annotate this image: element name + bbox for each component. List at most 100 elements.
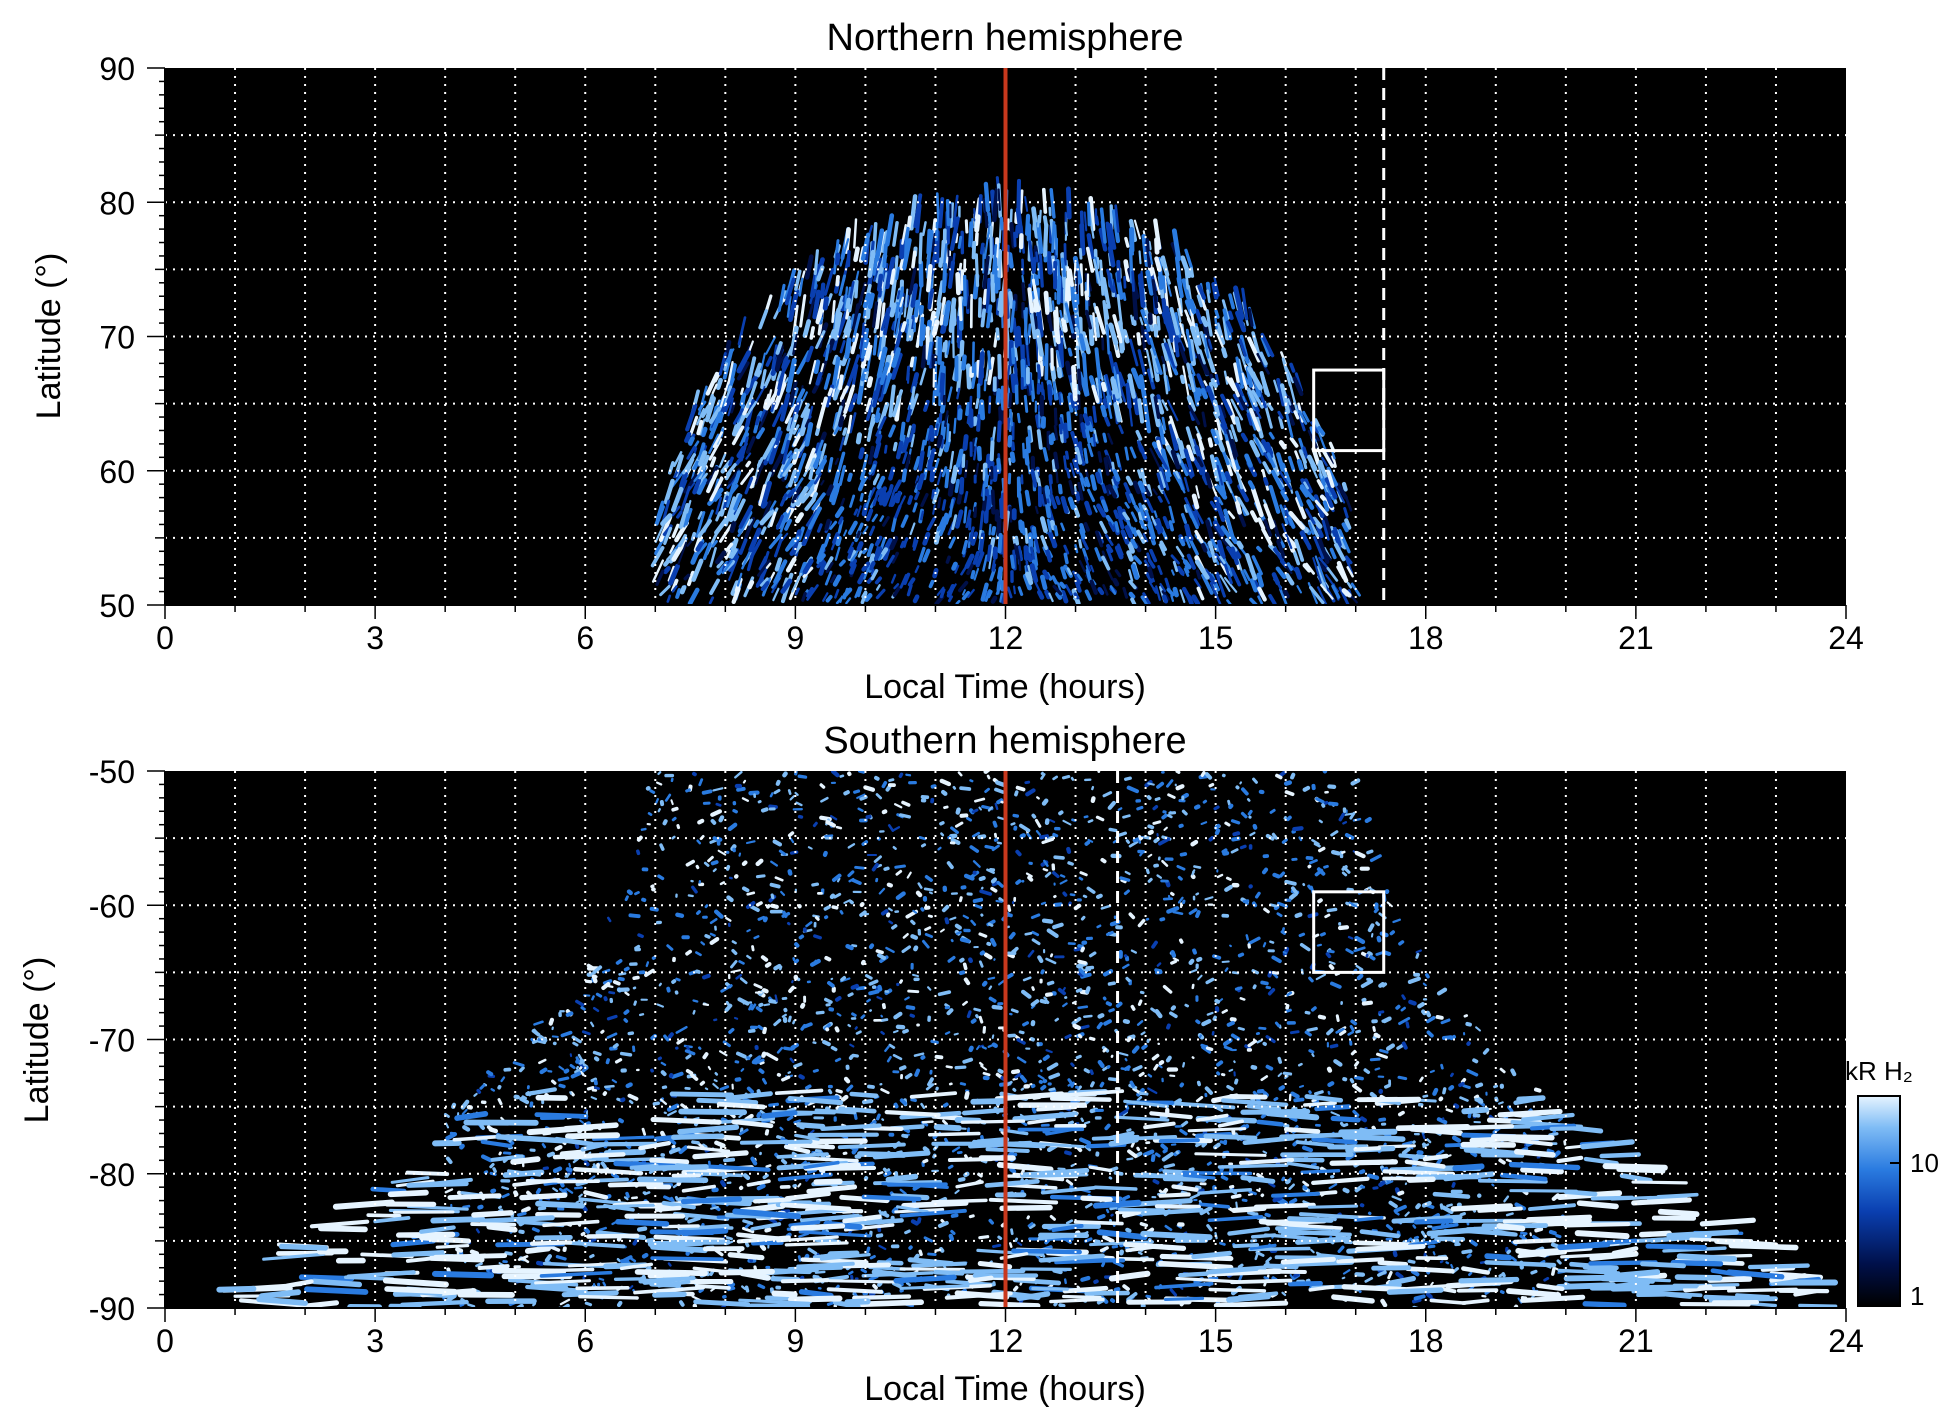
emission-streak — [651, 791, 654, 793]
emission-streak — [988, 456, 989, 466]
emission-streak — [1028, 359, 1029, 365]
emission-streak — [1215, 1145, 1219, 1148]
emission-streak — [747, 1287, 748, 1291]
emission-streak — [1013, 376, 1014, 391]
emission-streak — [1142, 272, 1143, 287]
emission-streak — [1012, 454, 1013, 461]
emission-streak — [636, 946, 639, 948]
emission-streak — [733, 941, 736, 943]
emission-streak — [1501, 1069, 1504, 1072]
emission-streak — [1409, 1261, 1414, 1262]
emission-streak — [1164, 1151, 1166, 1152]
emission-streak — [1225, 1047, 1231, 1049]
emission-streak — [760, 1070, 762, 1072]
emission-streak — [896, 866, 905, 867]
emission-streak — [730, 458, 732, 464]
emission-streak — [920, 1251, 921, 1254]
emission-streak — [801, 936, 803, 937]
emission-streak — [1377, 953, 1382, 955]
emission-streak — [1250, 482, 1253, 487]
emission-streak — [994, 1045, 996, 1046]
emission-streak — [1292, 775, 1293, 778]
emission-streak — [1103, 485, 1105, 492]
emission-streak — [1014, 1079, 1017, 1080]
emission-streak — [1364, 1003, 1371, 1004]
emission-streak — [1283, 1178, 1284, 1180]
emission-streak — [1108, 932, 1113, 934]
emission-streak — [856, 249, 858, 260]
emission-streak — [551, 1020, 552, 1024]
emission-streak — [879, 987, 880, 989]
emission-streak — [930, 892, 932, 893]
emission-streak — [957, 601, 959, 603]
emission-streak — [968, 818, 971, 820]
emission-streak — [1173, 1254, 1176, 1255]
emission-streak — [879, 1284, 880, 1285]
emission-streak — [802, 1005, 803, 1007]
emission-streak — [1053, 301, 1054, 310]
emission-streak — [1115, 511, 1117, 517]
emission-streak — [1551, 1232, 1555, 1233]
emission-streak — [1178, 786, 1183, 788]
emission-streak — [900, 774, 901, 776]
emission-streak — [888, 787, 890, 790]
emission-streak — [1110, 829, 1116, 830]
emission-streak — [747, 1244, 748, 1246]
emission-streak — [1001, 218, 1002, 229]
emission-streak — [989, 497, 990, 508]
emission-streak — [760, 1005, 761, 1006]
emission-streak — [1010, 437, 1011, 445]
emission-streak — [816, 362, 818, 372]
emission-streak — [1260, 1028, 1265, 1029]
emission-streak — [1022, 1077, 1025, 1081]
emission-streak — [1463, 1251, 1470, 1252]
emission-streak — [1469, 1273, 1471, 1275]
emission-streak — [1286, 783, 1290, 784]
emission-streak — [1013, 443, 1014, 449]
emission-streak — [1033, 1001, 1038, 1004]
emission-streak — [825, 299, 826, 308]
emission-streak — [716, 1143, 723, 1146]
emission-streak — [993, 598, 995, 601]
emission-streak — [1203, 1021, 1209, 1024]
emission-streak — [837, 255, 838, 263]
emission-streak — [1044, 190, 1046, 212]
emission-streak — [1385, 1144, 1386, 1145]
emission-streak — [1399, 1077, 1406, 1078]
emission-streak — [1070, 499, 1073, 508]
emission-streak — [1319, 900, 1321, 901]
emission-streak — [1240, 782, 1241, 783]
emission-streak — [1106, 418, 1109, 424]
emission-streak — [1061, 584, 1064, 587]
emission-streak — [925, 889, 932, 890]
emission-streak — [870, 992, 877, 994]
emission-streak — [1281, 873, 1284, 876]
emission-streak — [919, 1219, 920, 1222]
emission-streak — [759, 917, 764, 919]
emission-streak — [937, 223, 938, 240]
emission-streak — [1095, 1241, 1099, 1242]
emission-streak — [998, 460, 999, 470]
emission-streak — [1072, 1064, 1074, 1066]
emission-streak — [939, 437, 941, 446]
emission-streak — [1259, 575, 1262, 585]
emission-streak — [990, 525, 991, 534]
emission-streak — [841, 776, 843, 777]
emission-streak — [1107, 1210, 1108, 1212]
emission-streak — [820, 555, 824, 559]
emission-streak — [817, 429, 818, 434]
emission-streak — [673, 837, 675, 838]
emission-streak — [1396, 1212, 1399, 1214]
emission-streak — [929, 1079, 932, 1084]
emission-streak — [1349, 937, 1352, 938]
emission-streak — [1249, 811, 1251, 813]
emission-streak — [1064, 988, 1065, 990]
emission-streak — [1055, 409, 1056, 424]
emission-streak — [523, 1097, 526, 1098]
emission-streak — [673, 1074, 682, 1077]
emission-streak — [604, 1283, 605, 1286]
emission-streak — [945, 1104, 947, 1105]
emission-streak — [1291, 1200, 1295, 1202]
emission-streak — [975, 508, 976, 516]
